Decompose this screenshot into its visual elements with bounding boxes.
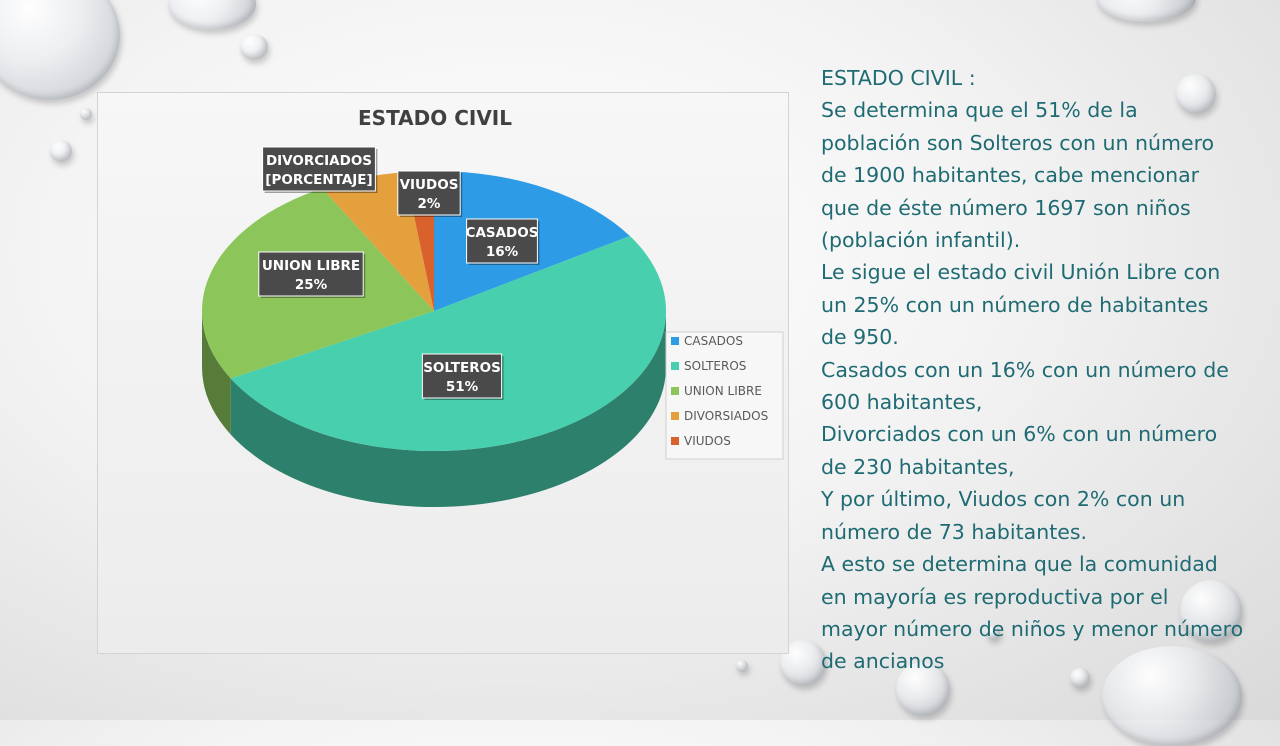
- data-label-text: [PORCENTAJE]: [265, 172, 372, 188]
- chart-legend: CASADOS SOLTEROS UNION LIBRE DIVORSIADOS VIU…: [665, 331, 784, 460]
- pie-data-labels: CASADOS 16% SOLTEROS 51% UNION LIBRE 25% DIVOR…: [258, 146, 540, 400]
- slide-text-line: A esto se determina que la comunidad: [821, 552, 1218, 577]
- slide-text-line: (población infantil).: [821, 228, 1021, 253]
- water-drop-decoration: [1070, 668, 1090, 688]
- legend-swatch: [671, 437, 679, 445]
- data-label-text: SOLTEROS: [423, 360, 501, 376]
- legend-swatch: [671, 337, 679, 345]
- slide-text-line: Le sigue el estado civil Unión Libre con: [821, 260, 1221, 285]
- water-drop-decoration: [896, 662, 950, 716]
- data-label-text: UNION LIBRE: [262, 258, 360, 274]
- slide-text-line: 600 habitantes,: [821, 390, 983, 415]
- slide-text-line: mayor número de niños y menor número: [821, 616, 1244, 641]
- slide-text-line: un 25% con un número de habitantes: [821, 292, 1209, 317]
- slide-text-line: de 950.: [821, 325, 899, 350]
- water-drop-decoration: [240, 34, 268, 60]
- legend-label: CASADOS: [684, 334, 743, 348]
- legend-label: SOLTEROS: [684, 359, 746, 373]
- data-label-text: VIUDOS: [400, 177, 459, 193]
- slide-text-line: en mayoría es reproductiva por el: [821, 584, 1169, 609]
- data-label-box: [397, 170, 461, 216]
- data-label-box: [421, 353, 503, 399]
- slide-text-line: Casados con un 16% con un número de: [821, 357, 1229, 382]
- pie-slice-side: [202, 311, 231, 435]
- water-drop-decoration: [0, 0, 120, 100]
- water-drop-decoration: [50, 140, 72, 162]
- slide-text-line: Y por último, Viudos con 2% con un: [821, 487, 1186, 512]
- water-drop-decoration: [1176, 74, 1216, 114]
- slide-text-line: Se determina que el 51% de la: [821, 98, 1138, 123]
- slide-text-line: de 1900 habitantes, cabe mencionar: [821, 163, 1200, 188]
- water-drop-decoration: [736, 660, 748, 672]
- water-drop-decoration: [986, 626, 1000, 640]
- slide-text-line: de ancianos: [821, 649, 945, 674]
- pie-sides: [202, 311, 667, 507]
- slide-text-line: Divorciados con un 6% con un número: [821, 422, 1218, 447]
- pie-slice-side: [230, 311, 667, 507]
- data-label-text: 25%: [295, 277, 328, 293]
- legend-swatch: [671, 362, 679, 370]
- slide-body-text: ESTADO CIVIL : Se determina que el 51% de…: [821, 62, 1261, 678]
- legend-box: [665, 331, 784, 460]
- water-drop-decoration: [1180, 580, 1242, 642]
- legend-label: UNION LIBRE: [684, 384, 762, 398]
- water-drop-decoration: [80, 108, 92, 120]
- slide-text-line: población son Solteros con un número: [821, 130, 1215, 155]
- legend-label: VIUDOS: [684, 434, 731, 448]
- water-drop-decoration: [1096, 0, 1196, 22]
- pie-chart: ESTADO CIVIL CASADOS 16% SOLTEROS 51% UNION …: [202, 106, 784, 507]
- data-label-box: [262, 146, 376, 192]
- data-label-text: 16%: [486, 244, 519, 260]
- slide-text-line: que de éste número 1697 son niños: [821, 195, 1191, 220]
- legend-swatch: [671, 387, 679, 395]
- data-label-box: [258, 251, 364, 297]
- slide-text-heading: ESTADO CIVIL :: [821, 66, 976, 90]
- water-drop-decoration: [168, 0, 256, 30]
- data-label-text: DIVORCIADOS: [266, 153, 372, 169]
- legend-label: DIVORSIADOS: [684, 409, 768, 423]
- pie-slice-solteros: [230, 235, 667, 452]
- data-label-text: CASADOS: [466, 225, 539, 241]
- pie-chart-frame: ESTADO CIVIL CASADOS 16% SOLTEROS 51% UNION …: [97, 92, 789, 654]
- data-label-box: [466, 218, 538, 264]
- data-label-text: 2%: [418, 196, 441, 212]
- slide-text-line: de 230 habitantes,: [821, 454, 1015, 479]
- data-label-text: 51%: [446, 379, 479, 395]
- legend-swatch: [671, 412, 679, 420]
- slide-text-line: número de 73 habitantes.: [821, 519, 1088, 544]
- chart-title: ESTADO CIVIL: [358, 106, 512, 130]
